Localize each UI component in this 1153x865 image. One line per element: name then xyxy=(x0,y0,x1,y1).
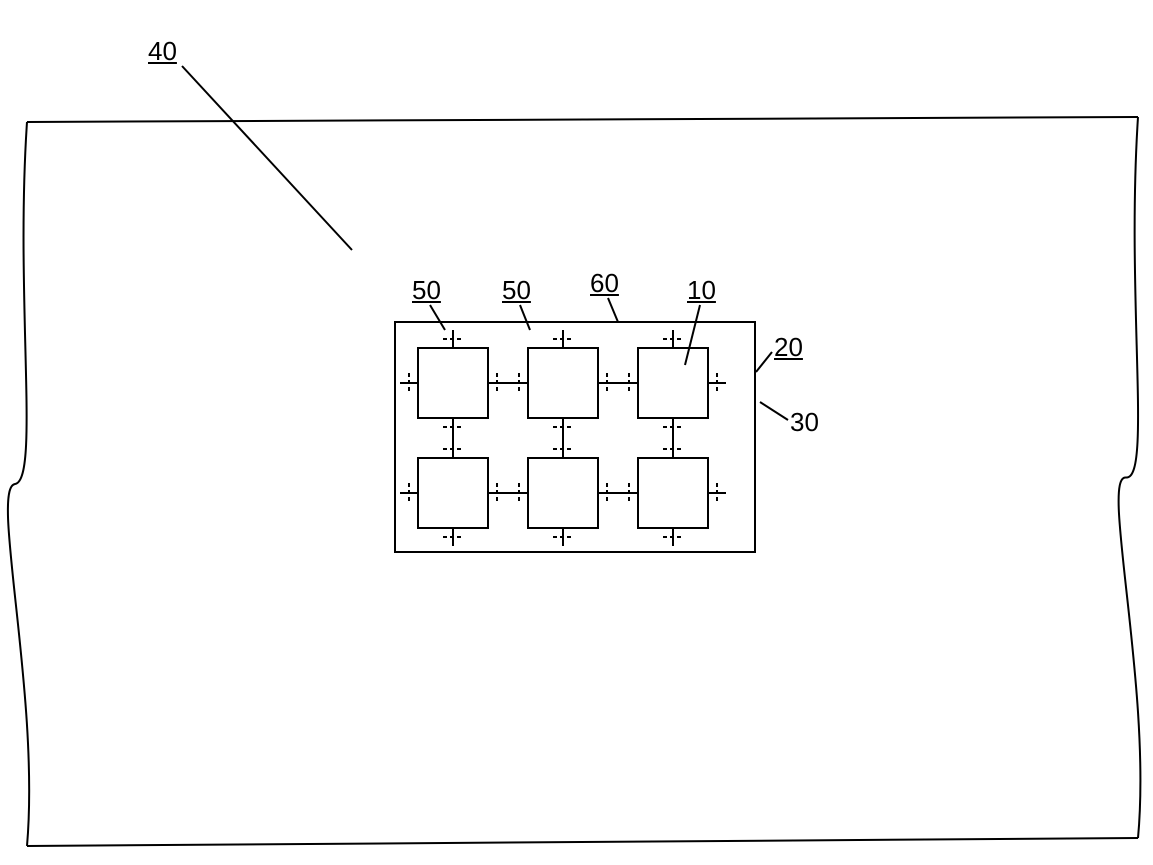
label-60: 60 xyxy=(590,268,619,299)
label-20: 20 xyxy=(774,332,803,363)
label-10: 10 xyxy=(687,275,716,306)
label-30: 30 xyxy=(790,407,819,438)
diagram-svg xyxy=(0,0,1153,865)
label-40: 40 xyxy=(148,36,177,67)
label-50a: 50 xyxy=(412,275,441,306)
label-50b: 50 xyxy=(502,275,531,306)
